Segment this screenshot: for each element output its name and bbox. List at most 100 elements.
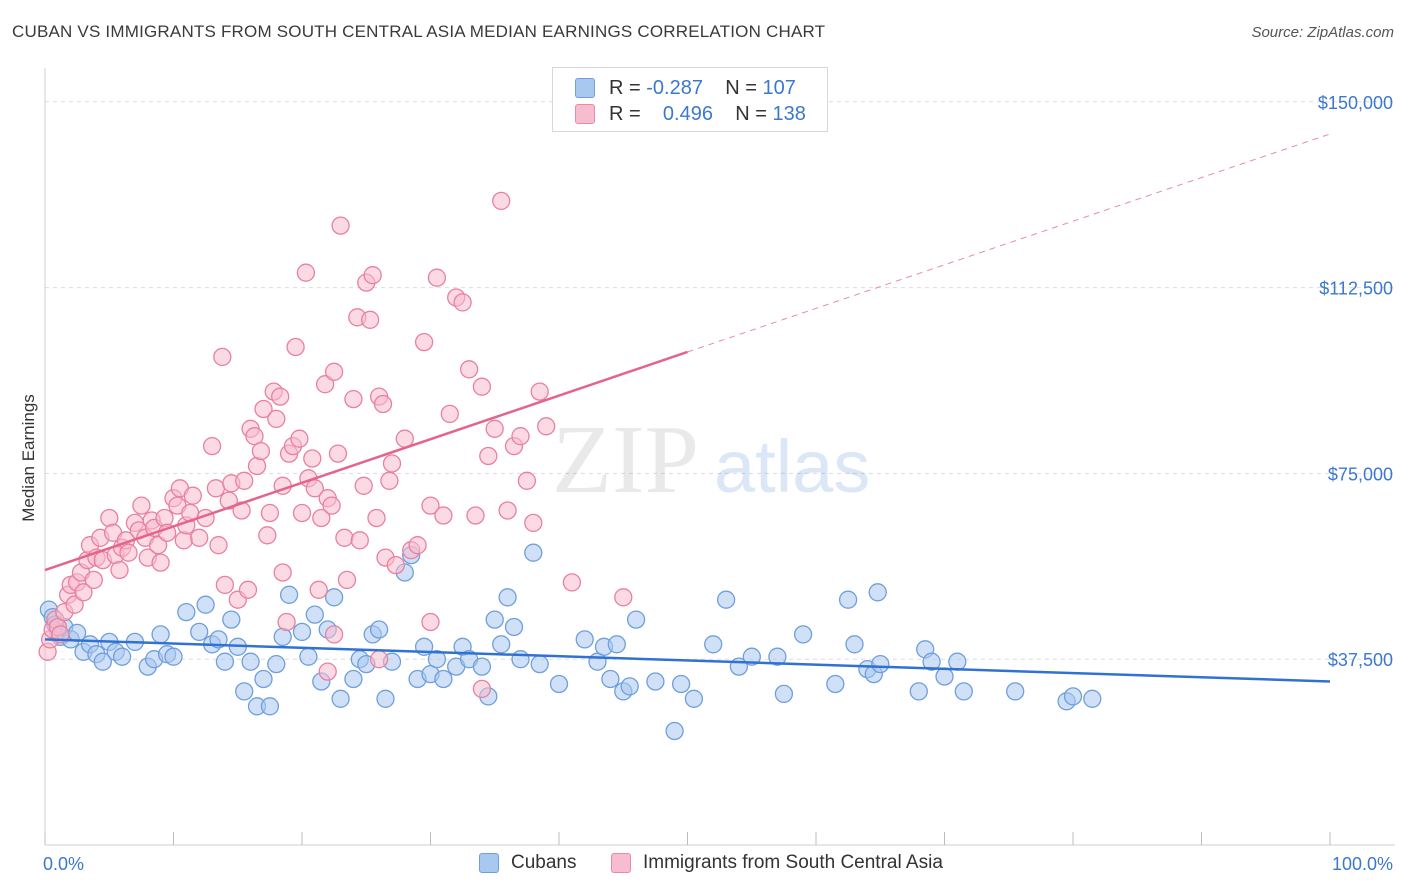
point-immigrants: [382, 454, 402, 473]
point-immigrants: [254, 399, 273, 419]
point-immigrants: [290, 429, 309, 448]
point-immigrants: [151, 553, 170, 572]
point-immigrants: [530, 382, 549, 401]
point-cubans: [954, 682, 973, 701]
point-immigrants: [74, 583, 93, 602]
point-immigrants: [251, 441, 271, 461]
watermark: ZIP atlas: [552, 406, 870, 514]
point-immigrants: [367, 508, 386, 528]
point-immigrants: [511, 427, 530, 446]
x-tick-label: 100.0%: [1332, 854, 1393, 874]
point-immigrants: [267, 409, 286, 429]
trend-line-immigrants: [44, 350, 688, 572]
chart-title: CUBAN VS IMMIGRANTS FROM SOUTH CENTRAL A…: [12, 22, 826, 41]
point-cubans: [215, 652, 235, 671]
point-cubans: [704, 635, 723, 654]
point-cubans: [793, 625, 813, 644]
point-immigrants: [209, 536, 228, 555]
point-immigrants: [157, 523, 177, 542]
point-cubans: [922, 652, 941, 671]
point-cubans: [273, 627, 292, 647]
trend-line-cubans: [44, 638, 1331, 683]
series-legend-cubans[interactable]: Cubans: [479, 852, 577, 874]
chart-source: Source: ZipAtlas.com: [1251, 24, 1394, 41]
point-immigrants: [344, 389, 363, 409]
point-immigrants: [65, 595, 84, 614]
point-immigrants: [453, 293, 472, 312]
point-immigrants: [312, 508, 331, 528]
point-immigrants: [305, 479, 324, 498]
point-immigrants: [408, 536, 427, 555]
point-cubans: [1083, 689, 1102, 708]
legend-row-immigrants: R = 0.496 N = 138: [575, 102, 806, 126]
point-immigrants: [492, 191, 511, 211]
point-immigrants: [328, 444, 348, 463]
point-cubans: [768, 647, 787, 666]
point-cubans: [826, 674, 845, 694]
point-immigrants: [271, 387, 290, 406]
point-immigrants: [373, 394, 393, 414]
watermark-atlas: atlas: [714, 425, 870, 508]
point-cubans: [838, 590, 858, 609]
point-cubans: [164, 647, 183, 666]
point-cubans: [498, 588, 517, 607]
gridlines: [45, 101, 1395, 660]
series-swatch-immigrants: [611, 853, 631, 873]
point-immigrants: [459, 360, 479, 379]
point-cubans: [601, 669, 620, 689]
x-tick-labels: 0.0% 100.0%: [43, 854, 1393, 874]
point-cubans: [549, 674, 569, 694]
point-immigrants: [363, 266, 382, 285]
point-immigrants: [132, 496, 151, 515]
point-immigrants: [562, 573, 582, 592]
point-immigrants: [174, 531, 193, 550]
point-cubans: [909, 682, 928, 701]
point-immigrants: [277, 612, 296, 632]
point-immigrants: [260, 503, 280, 523]
point-immigrants: [335, 528, 354, 547]
point-cubans: [575, 630, 594, 649]
point-cubans: [260, 697, 280, 716]
point-cubans: [222, 610, 241, 629]
point-immigrants: [517, 471, 537, 490]
point-immigrants: [247, 456, 267, 476]
point-immigrants: [119, 543, 138, 562]
point-cubans: [427, 650, 447, 669]
y-tick-label: $150,000: [1318, 93, 1393, 113]
series-legend: Cubans Immigrants from South Central Asi…: [0, 850, 1406, 880]
point-cubans: [1063, 687, 1083, 706]
data-points: [38, 191, 1102, 741]
point-immigrants: [84, 570, 103, 590]
y-axis-label: Median Earnings: [19, 394, 38, 522]
point-immigrants: [440, 404, 459, 424]
point-immigrants: [273, 563, 292, 582]
point-immigrants: [360, 310, 380, 329]
point-immigrants: [238, 580, 258, 599]
point-cubans: [646, 672, 665, 691]
point-cubans: [684, 689, 704, 708]
legend-r-label: R =: [609, 102, 641, 125]
legend-n-value: 107: [762, 76, 796, 99]
point-cubans: [774, 684, 794, 704]
point-cubans: [665, 721, 684, 741]
point-immigrants: [369, 650, 389, 669]
point-cubans: [472, 657, 492, 676]
point-cubans: [151, 625, 170, 644]
point-immigrants: [414, 332, 434, 352]
point-cubans: [279, 585, 299, 604]
point-cubans: [376, 689, 395, 708]
point-immigrants: [315, 375, 335, 394]
point-cubans: [369, 620, 389, 639]
point-cubans: [626, 610, 646, 629]
point-immigrants: [206, 479, 226, 498]
series-swatch-cubans: [479, 853, 499, 873]
stats-legend: R = -0.287 N = 107 R = 0.496 N = 138: [552, 67, 828, 132]
point-immigrants: [309, 580, 328, 599]
point-immigrants: [524, 513, 543, 533]
point-immigrants: [292, 503, 312, 523]
series-legend-immigrants[interactable]: Immigrants from South Central Asia: [611, 852, 943, 874]
point-cubans: [267, 654, 286, 674]
point-immigrants: [303, 449, 322, 468]
point-cubans: [190, 622, 209, 642]
